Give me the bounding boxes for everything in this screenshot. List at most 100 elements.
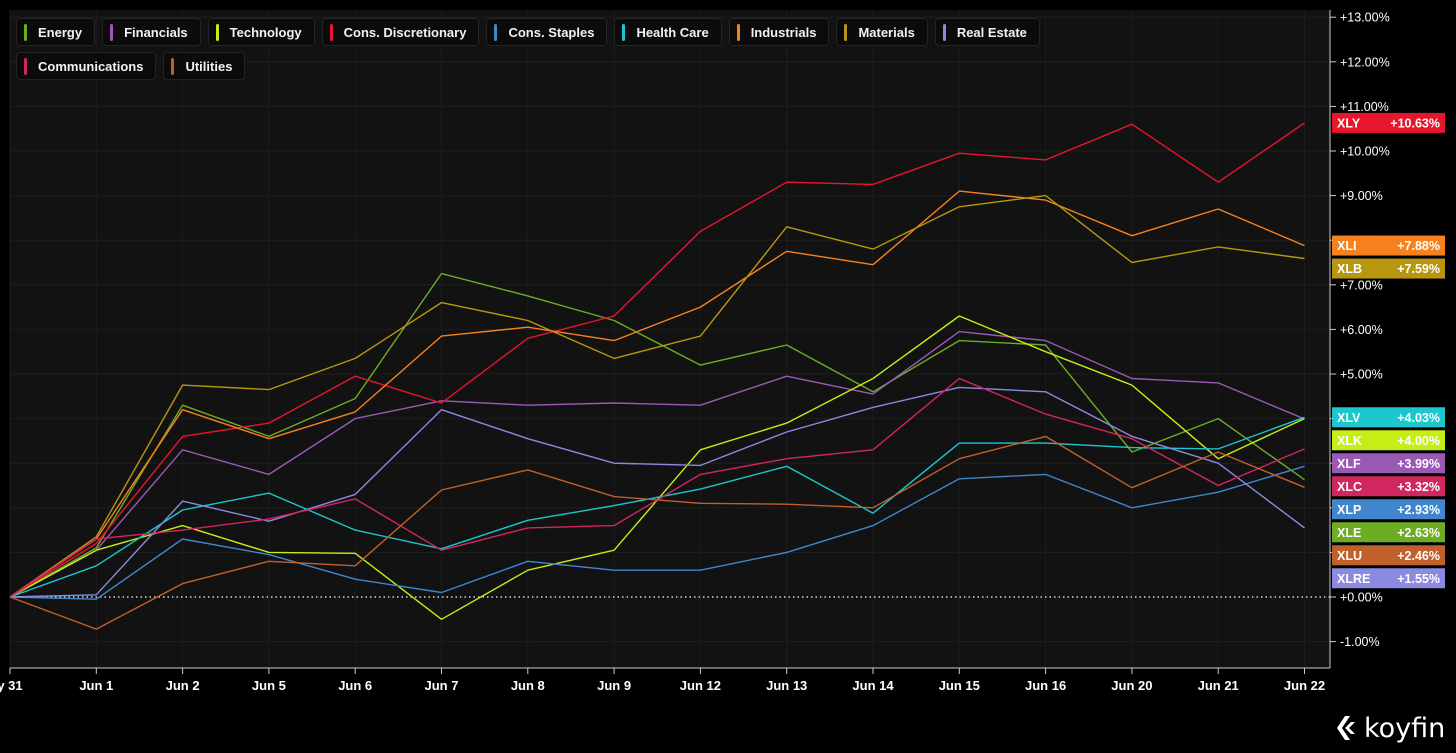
- end-label-ticker: XLF: [1337, 457, 1361, 471]
- legend-label: Cons. Discretionary: [343, 24, 467, 40]
- x-tick-label: Jun 20: [1111, 678, 1152, 693]
- end-label-layer: XLY +10.63% XLI +7.88% XLB +7.59% XLV +4.03% XLK…: [1332, 112, 1445, 589]
- end-label-box: [1332, 476, 1445, 497]
- y-tick-label: +9.00%: [1340, 189, 1383, 203]
- y-tick-label: +7.00%: [1340, 278, 1383, 292]
- end-label-xli: XLI +7.88%: [1332, 235, 1445, 256]
- end-label-value: +2.63%: [1397, 526, 1440, 540]
- legend-label: Materials: [858, 24, 915, 40]
- koyfin-logo: koyfin: [1334, 710, 1445, 746]
- series-line-xly[interactable]: [9, 122, 1305, 598]
- x-tick-label: Jun 22: [1284, 678, 1325, 693]
- end-label-xlu: XLU +2.46%: [1332, 545, 1445, 566]
- series-line-xlre[interactable]: [9, 386, 1305, 598]
- legend-swatch: [942, 23, 946, 41]
- series-line-xlp[interactable]: [9, 465, 1305, 600]
- end-label-value: +3.32%: [1397, 480, 1440, 494]
- end-label-xlp: XLP +2.93%: [1332, 499, 1445, 520]
- end-label-box: [1332, 545, 1445, 566]
- end-label-ticker: XLE: [1337, 526, 1361, 540]
- end-label-xlc: XLC +3.32%: [1332, 476, 1445, 497]
- end-label-xlv: XLV +4.03%: [1332, 407, 1445, 428]
- legend-swatch: [171, 57, 175, 75]
- x-tick-label: y 31: [0, 678, 23, 693]
- x-tick-label: Jun 5: [252, 678, 286, 693]
- end-label-box: [1332, 258, 1445, 279]
- series-line-xlk[interactable]: [9, 315, 1305, 620]
- end-label-value: +10.63%: [1390, 116, 1440, 130]
- legend-item-xle[interactable]: Energy: [16, 18, 96, 46]
- end-label-value: +4.03%: [1397, 411, 1440, 425]
- legend-item-xli[interactable]: Industrials: [728, 18, 830, 46]
- legend-item-xlv[interactable]: Health Care: [614, 18, 722, 46]
- plot-area: [10, 10, 1330, 668]
- legend-label: Real Estate: [956, 24, 1027, 40]
- end-label-xlre: XLRE +1.55%: [1332, 568, 1445, 589]
- end-label-box: [1332, 430, 1445, 451]
- legend-swatch: [329, 23, 333, 41]
- legend-swatch: [622, 23, 626, 41]
- legend-swatch: [110, 23, 114, 41]
- legend-item-xlp[interactable]: Cons. Staples: [486, 18, 608, 46]
- y-tick-label: +5.00%: [1340, 368, 1383, 382]
- end-label-ticker: XLRE: [1337, 572, 1370, 586]
- series-line-xlv[interactable]: [9, 416, 1305, 598]
- y-tick-label: +6.00%: [1340, 323, 1383, 337]
- end-label-xly: XLY +10.63%: [1332, 112, 1445, 133]
- y-tick-label: -1.00%: [1340, 635, 1380, 649]
- end-label-value: +3.99%: [1397, 457, 1440, 471]
- series-line-xli[interactable]: [9, 190, 1305, 598]
- legend-label: Energy: [38, 24, 83, 40]
- end-label-box: [1332, 499, 1445, 520]
- y-tick-label: +11.00%: [1340, 100, 1389, 114]
- legend-label: Cons. Staples: [508, 24, 595, 40]
- end-label-value: +2.93%: [1397, 503, 1440, 517]
- series-line-xlc[interactable]: [9, 377, 1305, 598]
- axis-layer: -1.00%+0.00%+1.00%+2.00%+3.00%+4.00%+5.0…: [0, 10, 1390, 693]
- y-tick-label: +10.00%: [1340, 145, 1390, 159]
- x-tick-label: Jun 1: [79, 678, 113, 693]
- y-tick-label: +12.00%: [1340, 55, 1390, 69]
- legend-label: Utilities: [185, 58, 233, 74]
- series-line-xlf[interactable]: [9, 330, 1305, 598]
- legend-label: Financials: [124, 24, 188, 40]
- end-label-ticker: XLU: [1337, 549, 1362, 563]
- series-line-xlb[interactable]: [9, 194, 1305, 598]
- legend-item-xlk[interactable]: Technology: [207, 18, 315, 46]
- end-label-xle: XLE +2.63%: [1332, 522, 1445, 543]
- legend-item-xlf[interactable]: Financials: [102, 18, 201, 46]
- series-layer: [9, 122, 1305, 630]
- legend-item-xlb[interactable]: Materials: [836, 18, 928, 46]
- x-tick-label: Jun 13: [766, 678, 807, 693]
- x-tick-label: Jun 9: [597, 678, 631, 693]
- end-label-box: [1332, 407, 1445, 428]
- legend-swatch: [844, 23, 848, 41]
- end-label-box: [1332, 235, 1445, 256]
- end-label-xlf: XLF +3.99%: [1332, 453, 1445, 474]
- series-line-xle[interactable]: [9, 272, 1305, 598]
- legend-item-xlre[interactable]: Real Estate: [934, 18, 1040, 46]
- legend: Energy Financials Technology Cons. Discreti…: [16, 18, 1146, 80]
- legend-label: Health Care: [636, 24, 709, 40]
- end-label-xlk: XLK +4.00%: [1332, 430, 1445, 451]
- end-label-ticker: XLB: [1337, 262, 1362, 276]
- legend-swatch: [24, 57, 27, 75]
- x-tick-label: Jun 21: [1198, 678, 1239, 693]
- legend-label: Industrials: [750, 24, 817, 40]
- series-line-xlu[interactable]: [9, 435, 1305, 630]
- grid-layer: [9, 10, 1330, 668]
- x-tick-label: Jun 8: [511, 678, 545, 693]
- x-tick-label: Jun 12: [680, 678, 721, 693]
- legend-label: Communications: [38, 58, 144, 74]
- legend-item-xlu[interactable]: Utilities: [163, 52, 246, 80]
- end-label-ticker: XLV: [1337, 411, 1361, 425]
- end-label-ticker: XLI: [1337, 239, 1356, 253]
- legend-swatch: [215, 23, 219, 41]
- end-label-value: +2.46%: [1397, 549, 1440, 563]
- legend-item-xly[interactable]: Cons. Discretionary: [321, 18, 480, 46]
- legend-item-xlc[interactable]: Communications: [16, 52, 157, 80]
- legend-label: Technology: [229, 24, 302, 40]
- legend-swatch: [24, 23, 27, 41]
